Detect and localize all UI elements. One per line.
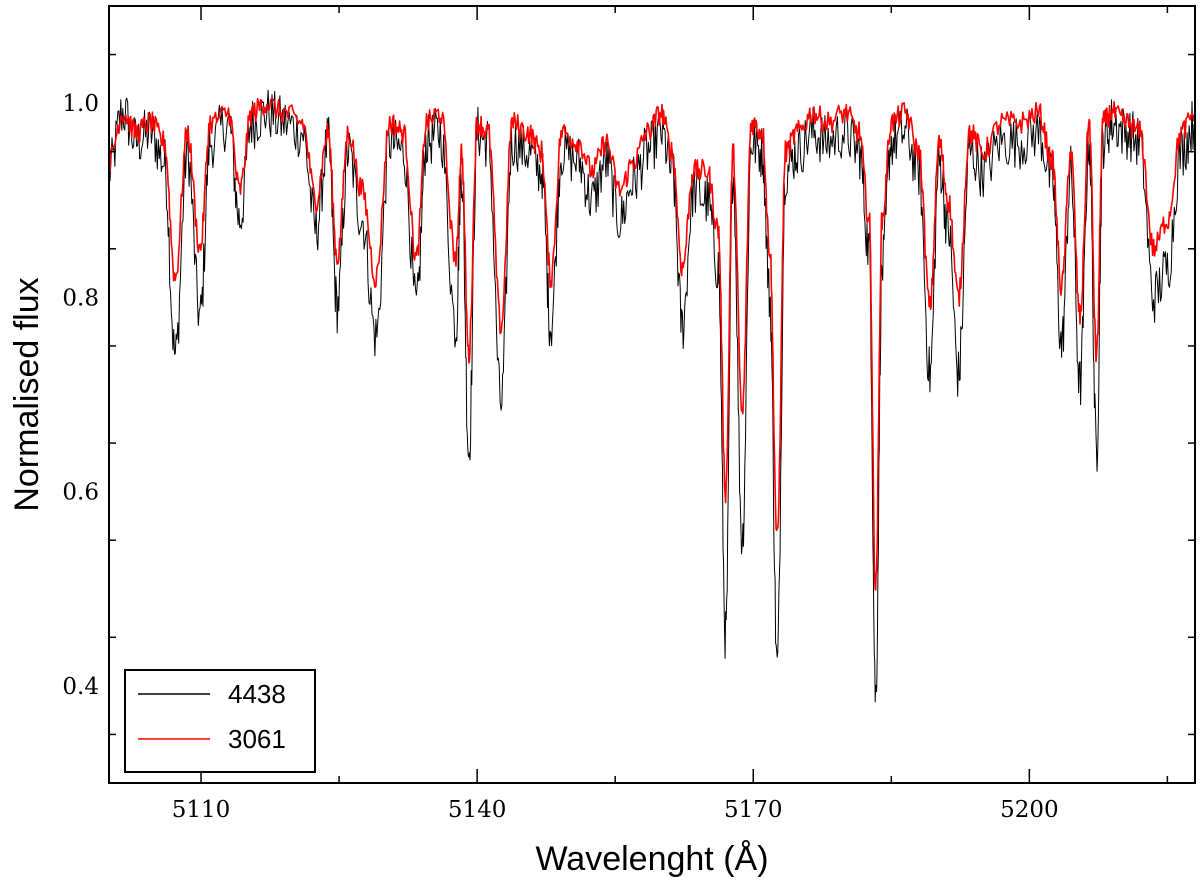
x-tick-label: 5170 bbox=[724, 797, 783, 823]
y-tick-label: 0.4 bbox=[62, 674, 99, 700]
legend: 4438 3061 bbox=[124, 669, 316, 773]
x-tick-label: 5140 bbox=[448, 797, 507, 823]
plot-frame bbox=[108, 5, 1196, 784]
y-tick-label: 0.6 bbox=[62, 480, 99, 506]
series-layer bbox=[108, 89, 1196, 703]
legend-label-3061: 3061 bbox=[228, 724, 286, 754]
legend-label-4438: 4438 bbox=[228, 679, 286, 709]
series-line-4438 bbox=[108, 89, 1196, 703]
x-tick-label: 5110 bbox=[172, 797, 231, 823]
y-axis-title: Normalised flux bbox=[8, 277, 46, 511]
legend-box bbox=[124, 669, 316, 773]
x-axis-ticks: 5110 5140 5170 5200 bbox=[172, 6, 1169, 823]
y-tick-label: 1.0 bbox=[62, 91, 99, 117]
y-axis-ticks: 0.4 0.6 0.8 1.0 bbox=[62, 53, 1195, 736]
series-line-3061 bbox=[108, 97, 1196, 591]
y-tick-label: 0.8 bbox=[62, 285, 99, 311]
x-axis-title: Wavelenght (Å) bbox=[535, 840, 768, 878]
x-tick-label: 5200 bbox=[1000, 797, 1059, 823]
